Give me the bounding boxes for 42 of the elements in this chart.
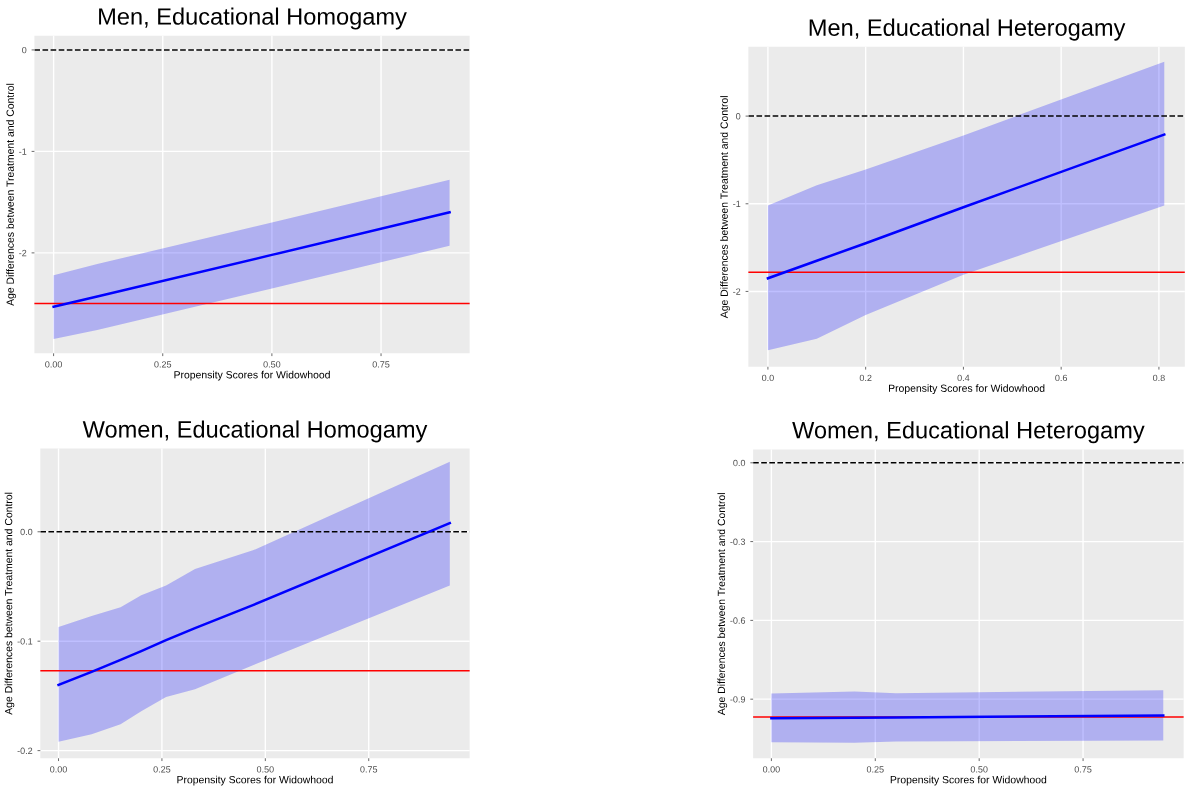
- x-tick-label: 0.25: [154, 361, 172, 368]
- x-tick-label: 0.00: [50, 766, 67, 773]
- y-axis-title: Age Differences between Treatment and Control: [720, 96, 730, 319]
- x-tick-label: 0.75: [1074, 766, 1092, 773]
- x-axis-title: Propensity Scores for Widowhood: [177, 775, 333, 786]
- y-tick-label: 0: [736, 113, 741, 120]
- x-axis-title: Propensity Scores for Widowhood: [890, 775, 1047, 786]
- x-tick-label: 0.50: [256, 766, 274, 773]
- x-tick-label: 0.00: [762, 766, 780, 773]
- x-tick-label: 0.75: [372, 361, 390, 368]
- chart-title: Men, Educational Heterogamy: [809, 18, 1126, 41]
- y-tick-label: -0.2: [17, 747, 33, 754]
- y-tick-label: -2: [19, 249, 27, 257]
- y-axis-title: Age Differences between Treatment and Control: [717, 493, 728, 716]
- chart-title: Women, Educational Homogamy: [82, 420, 428, 443]
- y-axis-title: Age Differences between Treatment and Control: [4, 492, 15, 715]
- chart-title: Women, Educational Heterogamy: [792, 421, 1145, 444]
- y-tick-label: 0.0: [20, 528, 33, 536]
- x-tick-label: 0.0: [761, 374, 774, 382]
- x-tick-label: 0.8: [1152, 374, 1165, 382]
- y-tick-label: -2: [733, 288, 741, 295]
- x-tick-label: 0.75: [360, 766, 378, 773]
- y-tick-label: -0.3: [730, 538, 746, 545]
- x-tick-label: 0.2: [859, 374, 872, 382]
- x-tick-label: 0.00: [45, 361, 63, 368]
- x-tick-label: 0.6: [1055, 374, 1068, 382]
- y-tick-label: 0: [22, 46, 27, 54]
- y-tick-label: -0.1: [17, 638, 33, 645]
- x-tick-label: 0.4: [957, 374, 970, 382]
- y-tick-label: -1: [19, 148, 27, 155]
- y-tick-label: -0.6: [730, 617, 746, 624]
- x-tick-label: 0.50: [970, 766, 988, 773]
- x-tick-label: 0.50: [263, 361, 281, 368]
- x-axis-title: Propensity Scores for Widowhood: [174, 370, 330, 381]
- y-axis-title: Age Differences between Treatment and Control: [6, 83, 16, 306]
- y-tick-label: 0.0: [733, 459, 746, 467]
- x-tick-label: 0.25: [866, 766, 884, 773]
- y-tick-label: -0.9: [730, 696, 746, 703]
- chart-title: Men, Educational Homogamy: [99, 7, 407, 30]
- y-tick-label: -1: [733, 200, 741, 208]
- x-tick-label: 0.25: [153, 766, 171, 773]
- x-axis-title: Propensity Scores for Widowhood: [889, 384, 1045, 394]
